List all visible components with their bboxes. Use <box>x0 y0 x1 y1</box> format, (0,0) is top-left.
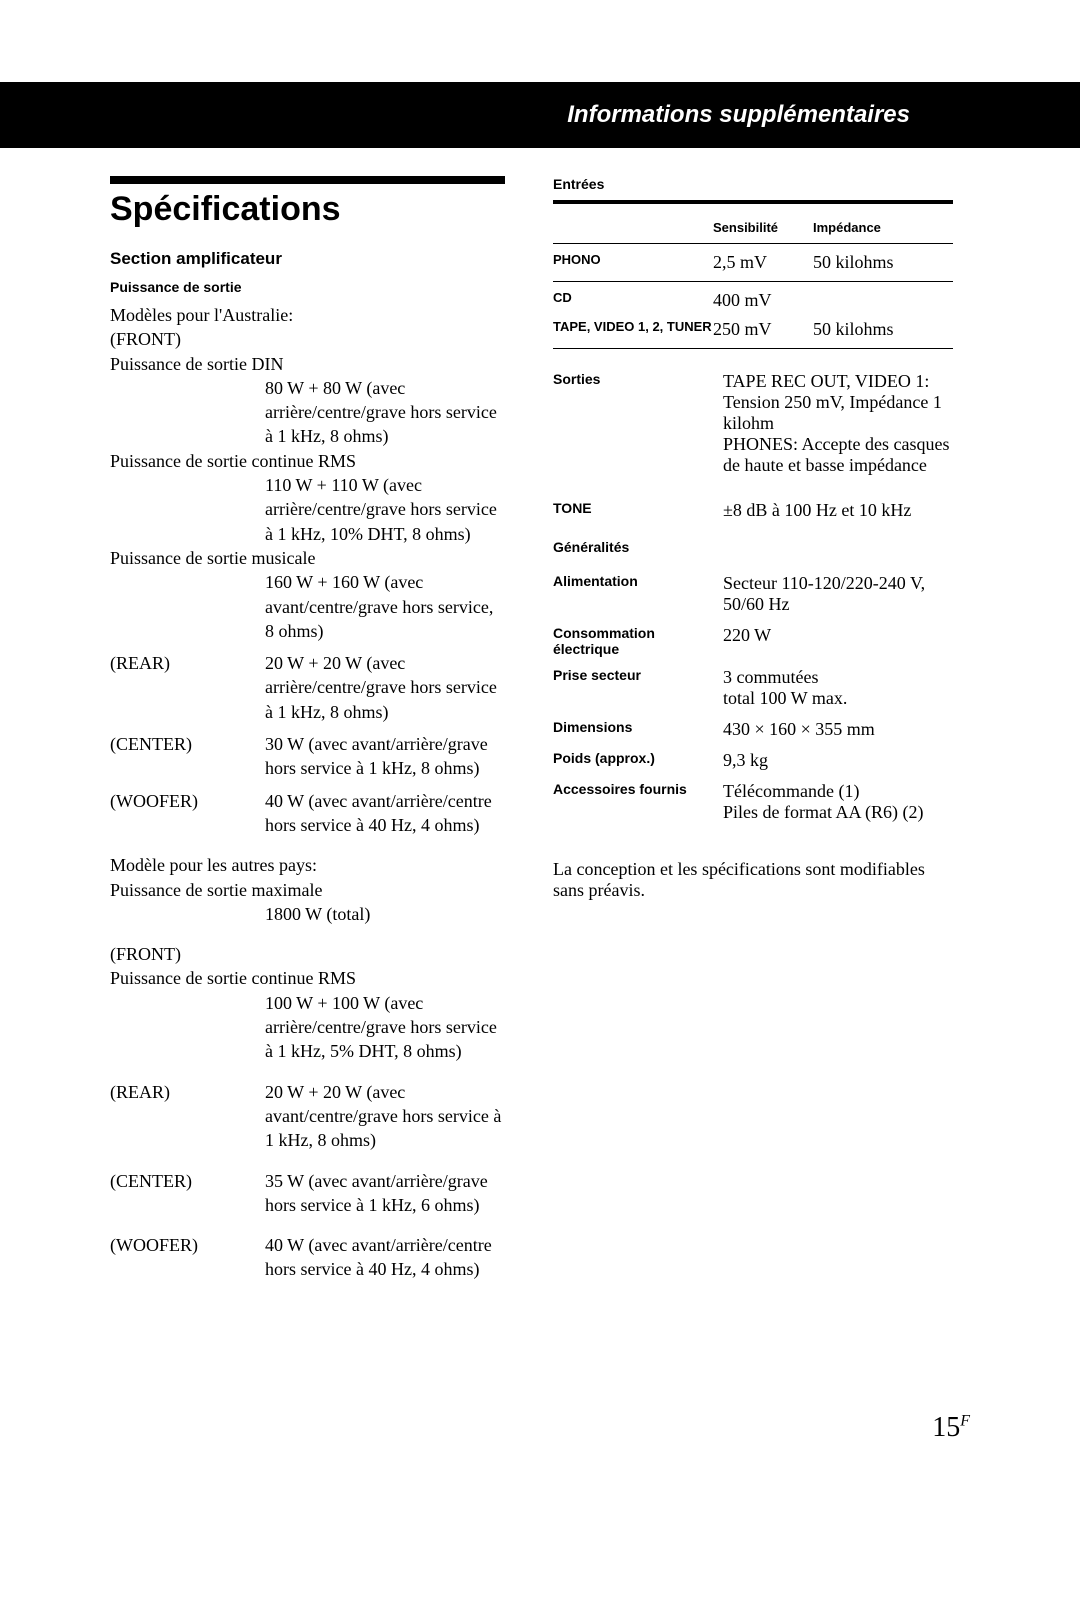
general-key: Prise secteur <box>553 667 723 709</box>
general-key: Alimentation <box>553 573 723 615</box>
general-heading: Généralités <box>553 539 953 555</box>
input-label: TAPE, VIDEO 1, 2, TUNER <box>553 319 713 340</box>
page-sup: F <box>960 1413 970 1430</box>
title-rule <box>110 176 505 184</box>
din-value: 80 W + 80 W (avec arrière/centre/grave h… <box>265 376 505 449</box>
general-value: 430 × 160 × 355 mm <box>723 719 953 740</box>
general-value: 3 commutées total 100 W max. <box>723 667 953 709</box>
center2-value: 35 W (avec avant/arrière/grave hors serv… <box>265 1169 505 1218</box>
aus-models: Modèles pour l'Australie: <box>110 303 505 327</box>
music-label: Puissance de sortie musicale <box>110 546 505 570</box>
tone-label: TONE <box>553 500 723 521</box>
rms-label: Puissance de sortie continue RMS <box>110 449 505 473</box>
input-row: CD 400 mV <box>553 282 953 319</box>
woofer-value: 40 W (avec avant/arrière/centre hors ser… <box>265 789 505 838</box>
rms2-value: 100 W + 100 W (avec arrière/centre/grave… <box>265 991 505 1064</box>
general-value: 9,3 kg <box>723 750 953 771</box>
input-row: PHONO 2,5 mV 50 kilohms <box>553 244 953 282</box>
outputs-value: TAPE REC OUT, VIDEO 1: Tension 250 mV, I… <box>723 371 953 476</box>
music-value: 160 W + 160 W (avec avant/centre/grave h… <box>265 570 505 643</box>
outputs-row: Sorties TAPE REC OUT, VIDEO 1: Tension 2… <box>553 361 953 476</box>
general-row: AlimentationSecteur 110-120/220-240 V, 5… <box>553 563 953 615</box>
rear-value: 20 W + 20 W (avec arrière/centre/grave h… <box>265 651 505 724</box>
rear2-row: (REAR) 20 W + 20 W (avec avant/centre/gr… <box>110 1080 505 1153</box>
breadcrumb: Informations supplémentaires <box>567 101 910 129</box>
inputs-rule <box>553 200 953 204</box>
input-sens: 2,5 mV <box>713 252 813 273</box>
general-key: Dimensions <box>553 719 723 740</box>
tone-value: ±8 dB à 100 Hz et 10 kHz <box>723 500 953 521</box>
center-value: 30 W (avec avant/arrière/grave hors serv… <box>265 732 505 781</box>
notice: La conception et les spécifications sont… <box>553 859 953 901</box>
general-key: Poids (approx.) <box>553 750 723 771</box>
din-label: Puissance de sortie DIN <box>110 352 505 376</box>
general-row: Consommation électrique220 W <box>553 615 953 657</box>
general-row: Accessoires fournisTélécommande (1) Pile… <box>553 771 953 823</box>
general-value: 220 W <box>723 625 953 657</box>
general-row: Dimensions430 × 160 × 355 mm <box>553 709 953 740</box>
rms-value: 110 W + 110 W (avec arrière/centre/grave… <box>265 473 505 546</box>
input-imp: 50 kilohms <box>813 252 953 273</box>
front2-label: (FRONT) <box>110 942 505 966</box>
input-sens: 250 mV <box>713 319 813 340</box>
inputs-table: Sensibilité Impédance PHONO 2,5 mV 50 ki… <box>553 214 953 349</box>
general-value: Secteur 110-120/220-240 V, 50/60 Hz <box>723 573 953 615</box>
other-models: Modèle pour les autres pays: <box>110 853 505 877</box>
col-sens: Sensibilité <box>713 220 813 237</box>
general-key: Consommation électrique <box>553 625 723 657</box>
front-label: (FRONT) <box>110 327 505 351</box>
rear-row: (REAR) 20 W + 20 W (avec arrière/centre/… <box>110 651 505 724</box>
center-row: (CENTER) 30 W (avec avant/arrière/grave … <box>110 732 505 781</box>
max-label: Puissance de sortie maximale <box>110 878 505 902</box>
rear2-value: 20 W + 20 W (avec avant/centre/grave hor… <box>265 1080 505 1153</box>
woofer-label: (WOOFER) <box>110 789 265 838</box>
general-row: Prise secteur3 commutées total 100 W max… <box>553 657 953 709</box>
tone-row: TONE ±8 dB à 100 Hz et 10 kHz <box>553 490 953 521</box>
col-right: Entrées Sensibilité Impédance PHONO 2,5 … <box>553 176 953 1282</box>
page-title: Spécifications <box>110 190 505 229</box>
input-imp: 50 kilohms <box>813 319 953 340</box>
woofer2-row: (WOOFER) 40 W (avec avant/arrière/centre… <box>110 1233 505 1282</box>
rms2-label: Puissance de sortie continue RMS <box>110 966 505 990</box>
inputs-heading: Entrées <box>553 176 953 192</box>
input-row: TAPE, VIDEO 1, 2, TUNER 250 mV 50 kilohm… <box>553 319 953 349</box>
rear2-label: (REAR) <box>110 1080 265 1153</box>
woofer2-value: 40 W (avec avant/arrière/centre hors ser… <box>265 1233 505 1282</box>
general-rows: AlimentationSecteur 110-120/220-240 V, 5… <box>553 563 953 823</box>
section-amp-heading: Section amplificateur <box>110 249 505 269</box>
general-value: Télécommande (1) Piles de format AA (R6)… <box>723 781 953 823</box>
input-label: CD <box>553 290 713 311</box>
input-sens: 400 mV <box>713 290 813 311</box>
outputs-label: Sorties <box>553 371 723 476</box>
center2-row: (CENTER) 35 W (avec avant/arrière/grave … <box>110 1169 505 1218</box>
page-content: Spécifications Section amplificateur Pui… <box>0 148 1080 1282</box>
woofer-row: (WOOFER) 40 W (avec avant/arrière/centre… <box>110 789 505 838</box>
general-key: Accessoires fournis <box>553 781 723 823</box>
input-label: PHONO <box>553 252 713 273</box>
header-bar: Informations supplémentaires <box>0 82 1080 148</box>
input-imp <box>813 290 953 311</box>
center-label: (CENTER) <box>110 732 265 781</box>
max-value: 1800 W (total) <box>265 902 505 926</box>
page-number: 15F <box>932 1412 970 1444</box>
col-left: Spécifications Section amplificateur Pui… <box>110 176 505 1282</box>
col-imp: Impédance <box>813 220 953 237</box>
center2-label: (CENTER) <box>110 1169 265 1218</box>
rear-label: (REAR) <box>110 651 265 724</box>
inputs-header: Sensibilité Impédance <box>553 214 953 244</box>
general-row: Poids (approx.)9,3 kg <box>553 740 953 771</box>
page-num: 15 <box>932 1412 960 1443</box>
power-out-heading: Puissance de sortie <box>110 279 505 295</box>
woofer2-label: (WOOFER) <box>110 1233 265 1282</box>
